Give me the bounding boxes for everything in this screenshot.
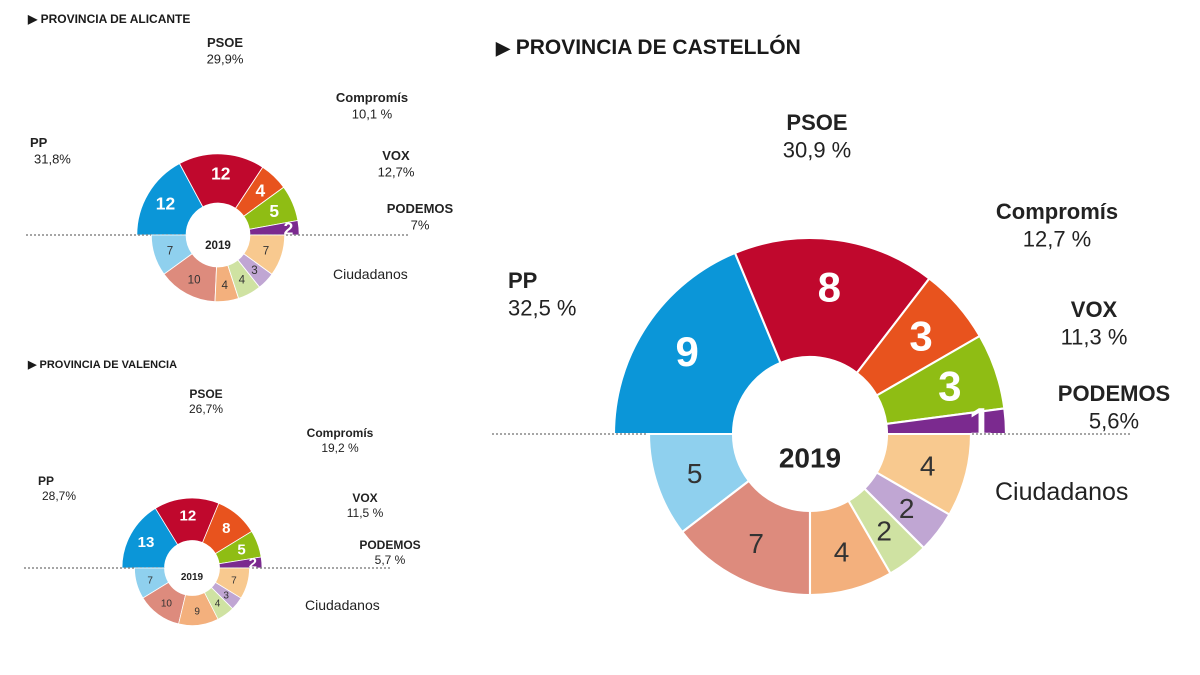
year-label: 2019 — [181, 572, 204, 583]
seat-value: 13 — [138, 534, 155, 551]
prev-seat-value: 4 — [222, 279, 229, 292]
chart-title-text: PROVINCIA DE VALENCIA — [39, 359, 178, 371]
prev-seat-value: 7 — [748, 528, 764, 559]
prev-seat-value: 4 — [834, 536, 850, 567]
prev-seat-value: 7 — [167, 245, 173, 258]
prev-seat-value: 4 — [239, 273, 246, 286]
seat-value: 2 — [249, 555, 257, 572]
prev-seat-value: 2 — [899, 493, 915, 524]
party-label: PODEMOS — [1058, 381, 1170, 406]
play-triangle-icon: ▶ — [28, 12, 38, 26]
prev-seat-value: 10 — [161, 599, 173, 610]
center-hole-bottom — [186, 203, 250, 267]
year-label: 2019 — [205, 239, 231, 252]
prev-seat-value: 3 — [223, 590, 229, 601]
seat-value: 8 — [222, 520, 230, 537]
seat-value: 3 — [938, 363, 961, 410]
party-pct: 5,7 % — [375, 553, 406, 567]
party-pct: 7% — [411, 217, 430, 232]
party-label: Compromís — [996, 199, 1118, 224]
party-pct: 30,9 % — [783, 138, 852, 163]
center-hole-bottom — [164, 540, 220, 596]
seat-value: 12 — [211, 164, 230, 184]
party-pct: 12,7 % — [1023, 227, 1092, 252]
center-hole-bottom — [733, 357, 887, 511]
prev-seat-value: 3 — [251, 264, 257, 277]
party-label: PP — [30, 135, 48, 150]
chart-alicante: ▶ PROVINCIA DE ALICANTE 1212452Estimació… — [0, 0, 460, 360]
party-label: PODEMOS — [387, 201, 454, 216]
seat-value: 1 — [969, 399, 992, 446]
party-pct: 31,8% — [34, 151, 71, 166]
party-label: Compromís — [336, 90, 408, 105]
party-pct: 32,5 % — [508, 296, 577, 321]
seat-value: 9 — [676, 328, 699, 375]
prev-seat-value: 10 — [188, 273, 201, 286]
party-label: PSOE — [786, 110, 847, 135]
seat-value: 8 — [818, 264, 841, 311]
chart-castellon: ▶ PROVINCIA DE CASTELLÓN 98331Estimación… — [460, 0, 1200, 675]
seat-slice-psoe — [733, 236, 931, 375]
seat-value: 5 — [237, 542, 245, 559]
play-triangle-icon: ▶ — [496, 38, 510, 58]
chart-title-text: PROVINCIA DE ALICANTE — [40, 12, 191, 26]
chart-title: ▶ PROVINCIA DE VALENCIA — [28, 358, 177, 371]
play-triangle-icon: ▶ — [28, 359, 37, 371]
ciudadanos-label: Ciudadanos — [995, 478, 1128, 506]
party-pct: 28,7% — [42, 489, 76, 503]
party-pct: 10,1 % — [352, 106, 393, 121]
prev-seat-value: 4 — [215, 599, 221, 610]
seat-value: 2 — [284, 218, 294, 238]
party-pct: 11,5 % — [347, 506, 384, 520]
party-pct: 26,7% — [189, 402, 223, 416]
chart-svg: 1212452Estimaciónencuesta71044372019PP31… — [26, 35, 454, 303]
party-label: PODEMOS — [359, 538, 420, 552]
seat-value: 5 — [269, 201, 279, 221]
party-label: VOX — [382, 148, 410, 163]
prev-seat-value: 5 — [687, 458, 703, 489]
chart-svg: 1312852Estimaciónencuesta71094372019PP28… — [24, 387, 421, 626]
prev-seat-value: 7 — [147, 575, 153, 586]
party-label: PSOE — [207, 35, 243, 50]
prev-seat-value: 7 — [231, 575, 237, 586]
party-pct: 12,7% — [378, 164, 415, 179]
party-label: PSOE — [189, 387, 222, 401]
seat-value: 12 — [156, 193, 175, 213]
party-label: PP — [38, 474, 54, 488]
chart-title: ▶ PROVINCIA DE ALICANTE — [28, 12, 190, 26]
party-label: Compromís — [307, 426, 374, 440]
prev-seat-value: 9 — [194, 607, 200, 618]
prev-slice-ciudadanos — [243, 234, 286, 275]
party-label: VOX — [352, 491, 377, 505]
seat-value: 4 — [255, 181, 265, 201]
party-label: VOX — [1071, 297, 1118, 322]
chart-valencia: ▶ PROVINCIA DE VALENCIA 1312852Estimació… — [0, 350, 460, 675]
seat-value: 3 — [909, 313, 932, 360]
prev-seat-value: 4 — [920, 450, 936, 481]
ciudadanos-label: Ciudadanos — [333, 266, 408, 282]
party-pct: 5,6% — [1089, 409, 1139, 434]
chart-title: ▶ PROVINCIA DE CASTELLÓN — [496, 36, 801, 60]
party-pct: 11,3 % — [1061, 325, 1128, 350]
chart-svg: 98331Estimaciónencuesta5742242019PP32,5 … — [492, 110, 1170, 597]
year-label: 2019 — [779, 443, 841, 474]
ciudadanos-label: Ciudadanos — [305, 597, 380, 613]
seat-value: 12 — [180, 507, 197, 524]
chart-title-text: PROVINCIA DE CASTELLÓN — [515, 36, 801, 59]
prev-seat-value: 2 — [876, 515, 892, 546]
party-label: PP — [508, 268, 537, 293]
party-pct: 29,9% — [207, 51, 244, 66]
prev-seat-value: 7 — [263, 245, 269, 258]
party-pct: 19,2 % — [321, 441, 359, 455]
